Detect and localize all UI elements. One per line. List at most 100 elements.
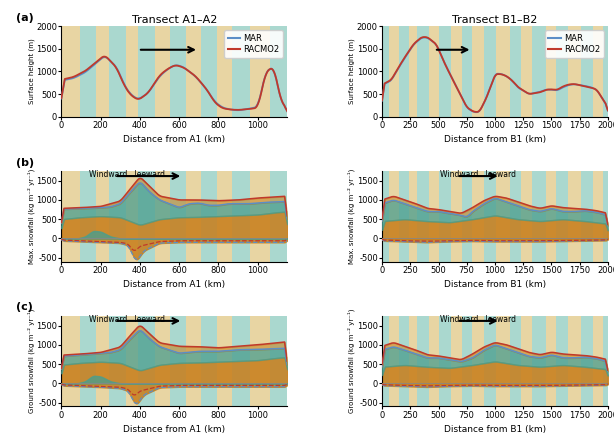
Bar — [250, 171, 270, 262]
Bar — [521, 26, 532, 117]
Bar — [593, 26, 604, 117]
Bar — [270, 171, 287, 262]
Bar — [451, 26, 462, 117]
Y-axis label: Surface height (m): Surface height (m) — [349, 38, 356, 104]
Bar — [496, 26, 510, 117]
Bar — [510, 316, 521, 406]
Bar — [496, 316, 510, 406]
Bar — [472, 316, 484, 406]
Bar — [399, 171, 408, 262]
Bar — [126, 316, 138, 406]
Bar — [170, 316, 186, 406]
Bar — [96, 26, 109, 117]
Bar — [408, 171, 417, 262]
Bar — [462, 171, 472, 262]
Bar — [438, 26, 451, 117]
Bar — [186, 171, 201, 262]
Bar — [126, 26, 138, 117]
Bar — [201, 171, 217, 262]
Bar — [170, 26, 186, 117]
Bar — [201, 316, 217, 406]
Bar — [604, 171, 608, 262]
X-axis label: Distance from A1 (km): Distance from A1 (km) — [123, 135, 225, 145]
Bar — [270, 26, 287, 117]
Y-axis label: Ground snowfall (kg m⁻² yr⁻¹): Ground snowfall (kg m⁻² yr⁻¹) — [28, 309, 35, 413]
Bar — [593, 316, 604, 406]
Bar — [250, 26, 270, 117]
Bar — [429, 171, 438, 262]
Bar — [170, 171, 186, 262]
Title: Transect B1–B2: Transect B1–B2 — [453, 15, 538, 25]
Bar — [201, 26, 217, 117]
Bar — [417, 316, 429, 406]
Bar — [217, 171, 232, 262]
Text: (b): (b) — [16, 158, 34, 168]
Bar — [451, 316, 462, 406]
Bar — [382, 26, 389, 117]
Bar — [408, 316, 417, 406]
X-axis label: Distance from A1 (km): Distance from A1 (km) — [123, 280, 225, 289]
Bar — [408, 26, 417, 117]
Bar — [604, 316, 608, 406]
Bar — [462, 26, 472, 117]
Bar — [217, 26, 232, 117]
Bar — [399, 26, 408, 117]
Bar — [484, 316, 496, 406]
Y-axis label: Surface height (m): Surface height (m) — [28, 38, 35, 104]
Bar — [389, 171, 399, 262]
Text: (c): (c) — [16, 302, 33, 312]
Bar — [438, 316, 451, 406]
Bar — [417, 26, 429, 117]
Bar — [429, 316, 438, 406]
Bar — [484, 171, 496, 262]
Bar — [138, 316, 155, 406]
Bar — [80, 316, 96, 406]
Title: Transect A1–A2: Transect A1–A2 — [131, 15, 217, 25]
X-axis label: Distance from B1 (km): Distance from B1 (km) — [444, 135, 546, 145]
Bar — [462, 316, 472, 406]
Y-axis label: Ground snowfall (kg m⁻² yr⁻¹): Ground snowfall (kg m⁻² yr⁻¹) — [348, 309, 356, 413]
Bar — [569, 316, 581, 406]
Bar — [232, 316, 250, 406]
Bar — [581, 171, 593, 262]
Y-axis label: Max. snowfall (kg m⁻² yr⁻¹): Max. snowfall (kg m⁻² yr⁻¹) — [348, 169, 356, 264]
Bar — [399, 316, 408, 406]
Bar — [80, 26, 96, 117]
Bar — [109, 171, 126, 262]
Bar — [556, 316, 569, 406]
Bar — [61, 316, 80, 406]
Bar — [382, 316, 389, 406]
Bar — [109, 26, 126, 117]
Bar — [604, 26, 608, 117]
Bar — [382, 171, 389, 262]
Bar — [389, 26, 399, 117]
Bar — [96, 171, 109, 262]
Bar — [472, 171, 484, 262]
Bar — [155, 171, 170, 262]
Bar — [546, 26, 556, 117]
Bar — [472, 26, 484, 117]
Bar — [521, 171, 532, 262]
X-axis label: Distance from B1 (km): Distance from B1 (km) — [444, 280, 546, 289]
Text: Windward   leeward: Windward leeward — [89, 170, 165, 179]
Bar — [126, 171, 138, 262]
Bar — [532, 171, 546, 262]
Text: Windward   leeward: Windward leeward — [440, 315, 516, 324]
Bar — [496, 171, 510, 262]
Bar — [451, 171, 462, 262]
Bar — [109, 316, 126, 406]
Y-axis label: Max. snowfall (kg m⁻² yr⁻¹): Max. snowfall (kg m⁻² yr⁻¹) — [28, 169, 35, 264]
Bar — [270, 316, 287, 406]
Bar — [510, 26, 521, 117]
X-axis label: Distance from A1 (km): Distance from A1 (km) — [123, 425, 225, 434]
Bar — [417, 171, 429, 262]
X-axis label: Distance from B1 (km): Distance from B1 (km) — [444, 425, 546, 434]
Bar — [438, 171, 451, 262]
Bar — [389, 316, 399, 406]
Bar — [510, 171, 521, 262]
Bar — [138, 26, 155, 117]
Bar — [593, 171, 604, 262]
Bar — [556, 26, 569, 117]
Bar — [155, 316, 170, 406]
Bar — [546, 171, 556, 262]
